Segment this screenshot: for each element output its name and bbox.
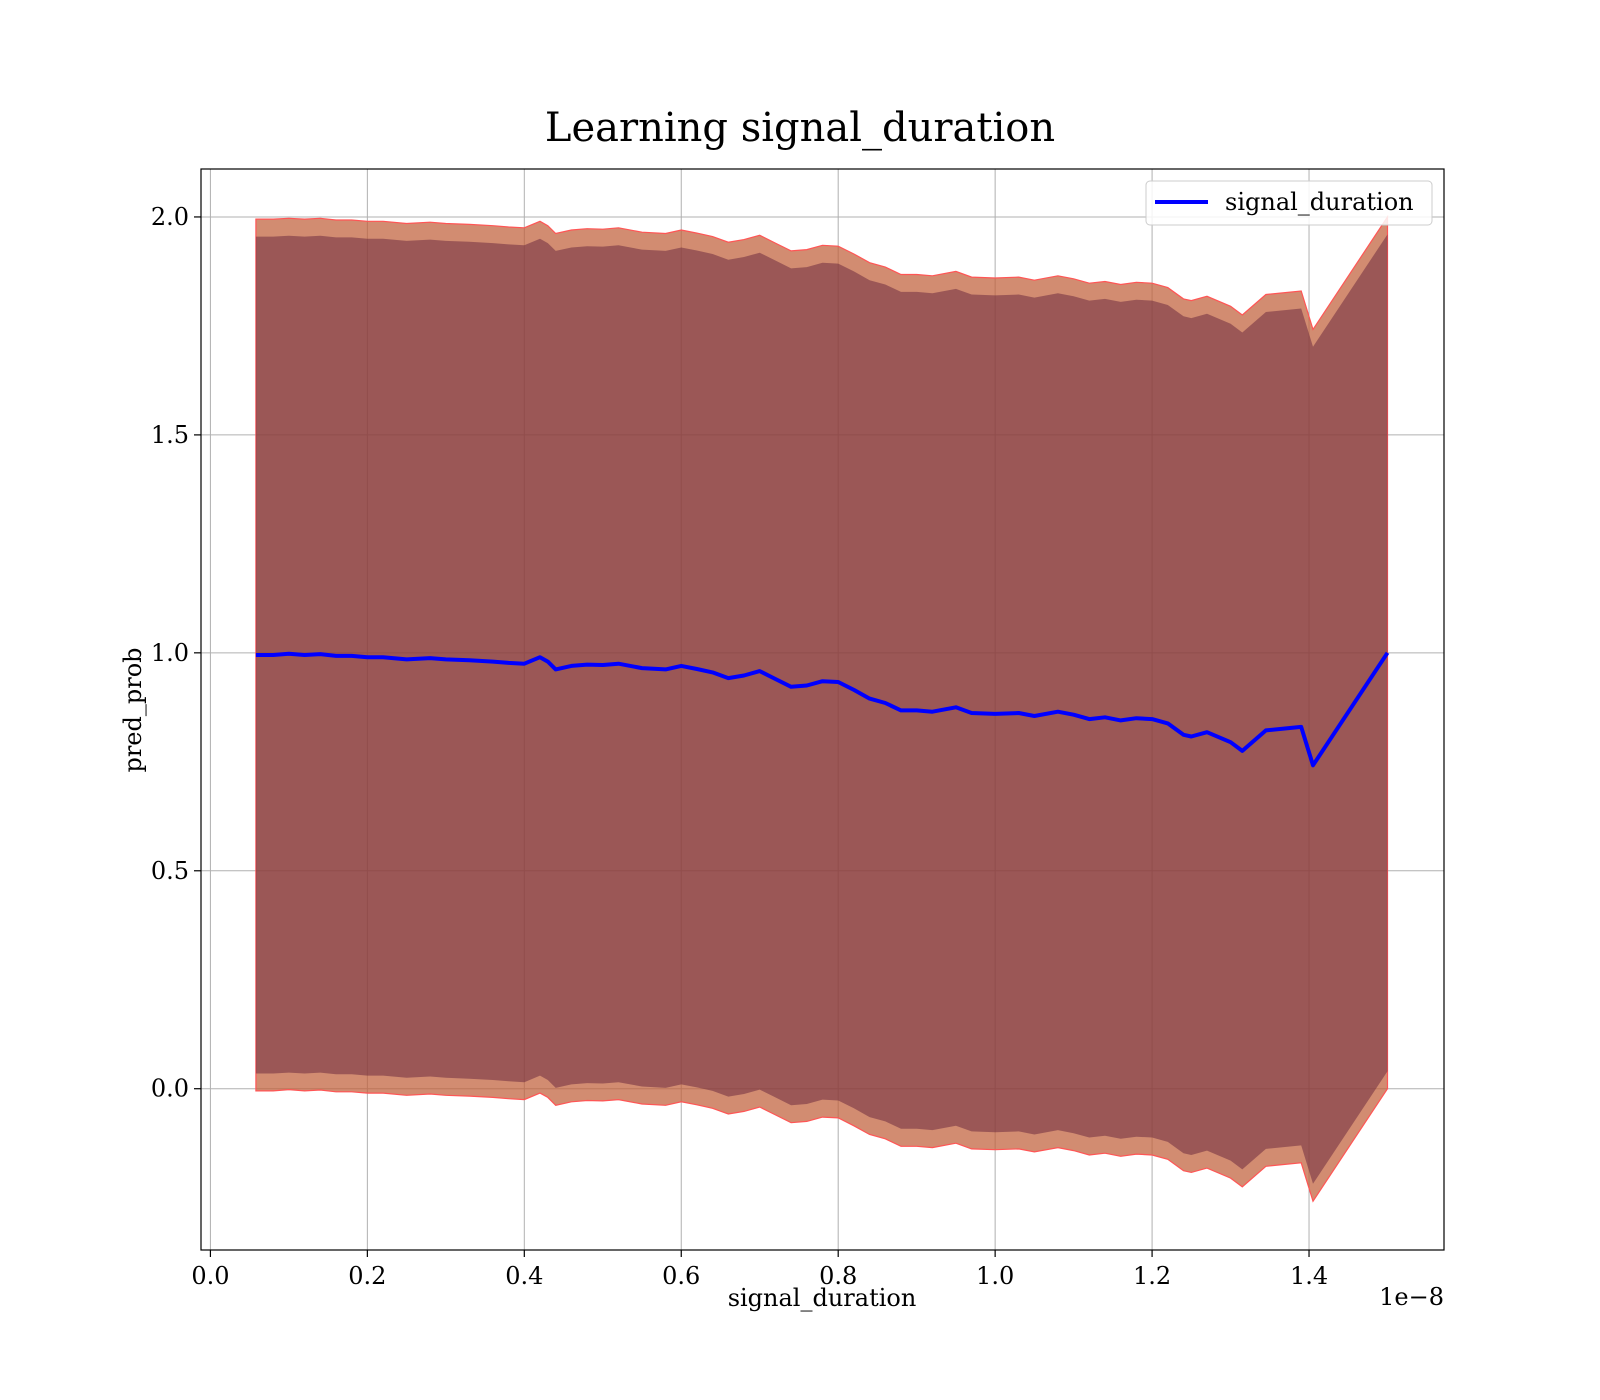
x-tick-label: 0.2 [348, 1262, 386, 1290]
plot-frame [200, 168, 1445, 1251]
x-tick-label: 0.8 [819, 1262, 857, 1290]
y-tick-label: 0.0 [151, 1075, 189, 1103]
legend-label-signal-duration: signal_duration [1225, 188, 1414, 216]
x-tick-label: 1.2 [1133, 1262, 1171, 1290]
y-tick-label: 1.5 [151, 421, 189, 449]
y-tick-label: 1.0 [151, 639, 189, 667]
legend: signal_duration [1145, 180, 1433, 226]
x-axis-label: signal_duration [728, 1284, 917, 1312]
series-line-layer [255, 651, 1390, 768]
y-tick-label: 2.0 [151, 203, 189, 231]
x-axis-offset-text: 1e−8 [1379, 1283, 1444, 1311]
x-tick-label: 1.4 [1290, 1262, 1328, 1290]
y-tick-label: 0.5 [151, 857, 189, 885]
x-tick-label: 0.4 [505, 1262, 543, 1290]
chart-title: Learning signal_duration [545, 105, 1055, 151]
legend-box [1145, 180, 1433, 226]
y-axis-label: pred_prob [119, 647, 147, 772]
x-axis-ticks: 0.0 0.2 0.4 0.6 0.8 1.0 1.2 1.4 [191, 1250, 1328, 1290]
confidence-band [255, 214, 1389, 1203]
series-line-signal-duration [255, 651, 1390, 768]
inner-band [255, 234, 1388, 1184]
x-tick-label: 0.6 [662, 1262, 700, 1290]
x-tick-label: 0.0 [191, 1262, 229, 1290]
y-axis-ticks: 0.0 0.5 1.0 1.5 2.0 [151, 203, 201, 1103]
x-tick-label: 1.0 [976, 1262, 1014, 1290]
